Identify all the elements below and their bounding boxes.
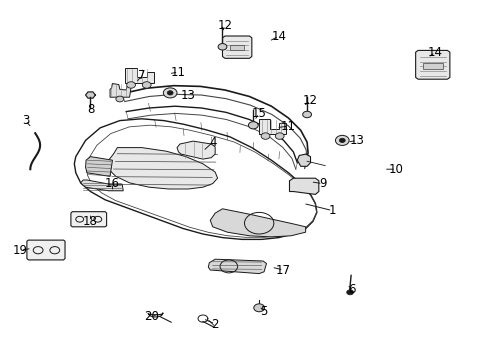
Text: 5: 5 xyxy=(260,305,267,318)
Circle shape xyxy=(302,111,311,118)
Polygon shape xyxy=(210,209,305,237)
Text: 9: 9 xyxy=(318,177,326,190)
Text: 13: 13 xyxy=(181,89,195,102)
Text: 3: 3 xyxy=(21,114,29,127)
Text: 16: 16 xyxy=(105,177,120,190)
Text: 18: 18 xyxy=(83,215,98,228)
Polygon shape xyxy=(208,259,266,274)
Circle shape xyxy=(339,138,345,143)
Circle shape xyxy=(253,304,264,312)
Text: 19: 19 xyxy=(13,244,28,257)
Text: 12: 12 xyxy=(217,19,232,32)
Polygon shape xyxy=(85,92,95,98)
Text: 2: 2 xyxy=(211,318,219,330)
Circle shape xyxy=(142,82,151,88)
Circle shape xyxy=(275,133,284,139)
Text: 11: 11 xyxy=(171,66,185,78)
Polygon shape xyxy=(110,84,131,97)
Polygon shape xyxy=(27,240,65,260)
Polygon shape xyxy=(124,68,154,83)
Polygon shape xyxy=(297,154,310,166)
Polygon shape xyxy=(85,157,112,176)
Circle shape xyxy=(163,88,177,98)
Circle shape xyxy=(167,91,173,95)
Text: 12: 12 xyxy=(303,94,317,107)
Polygon shape xyxy=(81,180,123,191)
Text: 17: 17 xyxy=(276,264,290,276)
Circle shape xyxy=(335,135,348,145)
Text: 6: 6 xyxy=(347,283,355,296)
Text: 11: 11 xyxy=(281,120,295,132)
Polygon shape xyxy=(415,50,449,79)
Polygon shape xyxy=(289,178,318,194)
Circle shape xyxy=(261,133,269,139)
Circle shape xyxy=(346,290,353,295)
Text: 10: 10 xyxy=(388,163,403,176)
Polygon shape xyxy=(108,148,217,189)
Text: 14: 14 xyxy=(271,30,285,42)
Circle shape xyxy=(116,96,123,102)
Text: 13: 13 xyxy=(349,134,364,147)
Text: 14: 14 xyxy=(427,46,442,59)
FancyBboxPatch shape xyxy=(422,63,442,69)
Polygon shape xyxy=(222,36,251,58)
Text: 7: 7 xyxy=(138,69,145,82)
Text: 20: 20 xyxy=(144,310,159,323)
Circle shape xyxy=(218,44,226,50)
Circle shape xyxy=(126,82,135,88)
Polygon shape xyxy=(177,141,215,159)
Polygon shape xyxy=(71,212,106,227)
Text: 4: 4 xyxy=(208,136,216,149)
Text: 1: 1 xyxy=(328,204,336,217)
Text: 15: 15 xyxy=(251,107,266,120)
Text: 8: 8 xyxy=(86,103,94,116)
Circle shape xyxy=(248,122,258,129)
Polygon shape xyxy=(259,119,285,134)
FancyBboxPatch shape xyxy=(229,45,244,50)
